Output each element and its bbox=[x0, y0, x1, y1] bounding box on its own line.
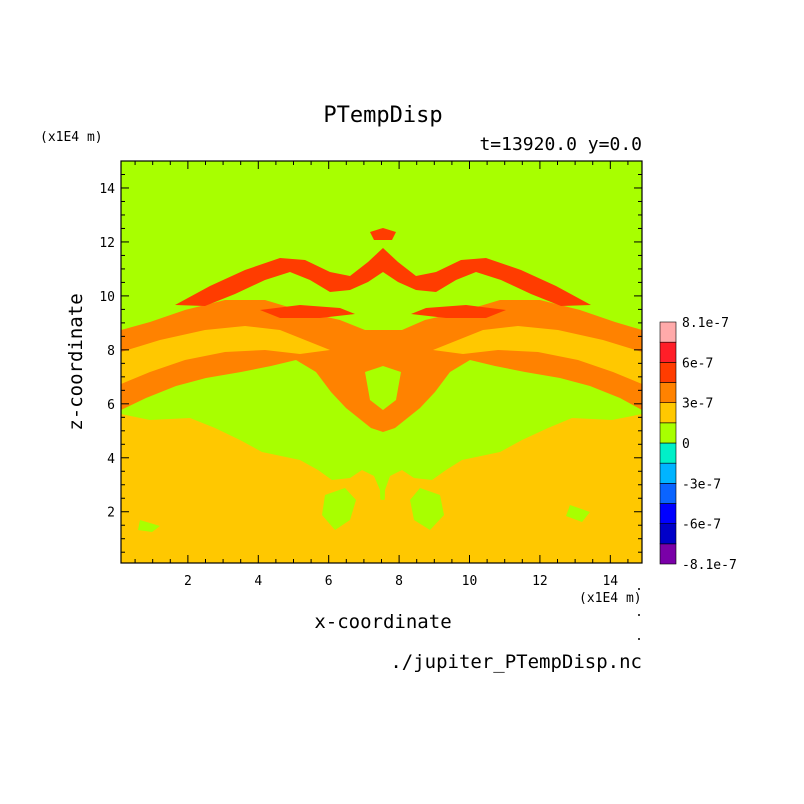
tick-label: 14 bbox=[99, 182, 115, 197]
source-filename: ./jupiter_PTempDisp.nc bbox=[390, 651, 642, 673]
colorbar-swatch bbox=[659, 523, 677, 545]
tick-label: 2 bbox=[184, 574, 192, 589]
tick-label: 10 bbox=[462, 574, 478, 589]
band-yellow-bottom bbox=[121, 480, 642, 563]
band-red-peak bbox=[370, 228, 396, 240]
y-axis: 2 4 6 8 10 12 14 bbox=[99, 173, 642, 553]
y-unit-label: (x1E4 m) bbox=[40, 130, 103, 145]
band-red-arch-left bbox=[175, 248, 383, 306]
colorbar-swatch bbox=[659, 402, 677, 424]
colorbar-swatch bbox=[659, 362, 677, 383]
colorbar-swatch bbox=[659, 321, 677, 343]
colorbar-swatch bbox=[659, 422, 677, 444]
marker-dot bbox=[638, 588, 640, 590]
colorbar-swatch bbox=[659, 503, 677, 524]
contour-field bbox=[120, 160, 643, 564]
colorbar-swatch bbox=[659, 382, 677, 403]
band-red-bar-right bbox=[411, 305, 506, 318]
band-green-center bbox=[365, 366, 401, 410]
chart-title: PTempDisp bbox=[323, 103, 442, 128]
tick-label: 6 bbox=[107, 398, 115, 413]
band-green-blob-2 bbox=[410, 488, 444, 530]
colorbar-tick-label: 3e-7 bbox=[682, 397, 713, 412]
tick-label: 4 bbox=[107, 452, 115, 467]
tick-label: 2 bbox=[107, 506, 115, 521]
x-unit-label: (x1E4 m) bbox=[579, 591, 642, 606]
colorbar-swatch bbox=[659, 543, 677, 565]
x-axis-label: x-coordinate bbox=[314, 611, 451, 633]
tick-label: 4 bbox=[254, 574, 262, 589]
colorbar-labels: 8.1e-7 6e-7 3e-7 0 -3e-7 -6e-7 -8.1e-7 bbox=[682, 316, 737, 573]
tick-label: 8 bbox=[107, 344, 115, 359]
band-green-ribbon-left bbox=[160, 370, 300, 410]
colorbar-swatch bbox=[659, 483, 677, 504]
colorbar-swatch bbox=[659, 341, 677, 363]
x-axis: 2 4 6 8 10 12 14 bbox=[134, 161, 629, 589]
colorbar-swatch bbox=[659, 442, 677, 464]
band-green-blob-3 bbox=[138, 520, 160, 532]
band-yellow-inset bbox=[121, 326, 330, 384]
band-green-blob-4 bbox=[566, 505, 590, 522]
tick-label: 12 bbox=[99, 236, 115, 251]
colorbar-tick-label: -8.1e-7 bbox=[682, 558, 737, 573]
colorbar-tick-label: -6e-7 bbox=[682, 518, 721, 533]
y-axis-label: z-coordinate bbox=[65, 293, 87, 430]
marker-dot bbox=[638, 638, 640, 640]
band-yellow-inset-right bbox=[433, 326, 642, 384]
tick-label: 8 bbox=[395, 574, 403, 589]
band-green-blob-1 bbox=[322, 488, 356, 530]
colorbar-tick-label: 0 bbox=[682, 437, 690, 452]
band-red-bar-left bbox=[260, 305, 355, 318]
colorbar-tick-label: -3e-7 bbox=[682, 477, 721, 492]
tick-label: 6 bbox=[325, 574, 333, 589]
band-red-arch-right bbox=[383, 248, 591, 306]
colorbar-tick-label: 6e-7 bbox=[682, 356, 713, 371]
colorbar-swatch bbox=[659, 462, 677, 484]
colorbar bbox=[659, 321, 677, 565]
marker-dot bbox=[638, 614, 640, 616]
colorbar-tick-label: 8.1e-7 bbox=[682, 316, 729, 331]
chart-subtitle: t=13920.0 y=0.0 bbox=[479, 134, 642, 155]
band-green-ribbon-right bbox=[463, 370, 603, 410]
tick-label: 12 bbox=[532, 574, 548, 589]
tick-label: 14 bbox=[602, 574, 618, 589]
tick-label: 10 bbox=[99, 290, 115, 305]
